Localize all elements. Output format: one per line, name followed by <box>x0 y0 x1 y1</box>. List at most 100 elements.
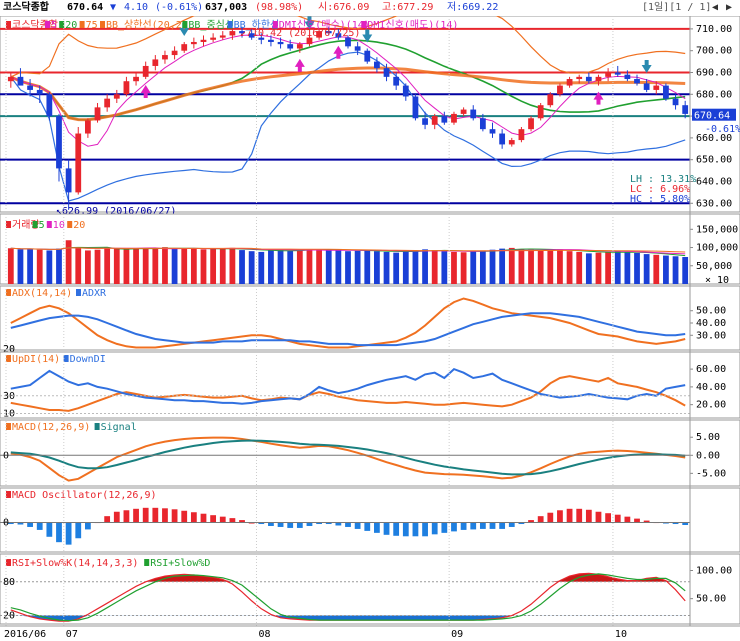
legend-label: RSI+Slow%K(14,14,3,3) <box>12 558 138 569</box>
legend-swatch <box>6 559 11 566</box>
candle-body <box>46 94 53 117</box>
low-annotation: ↖626.99 (2016/06/27) <box>56 206 176 217</box>
candle-body <box>181 44 188 51</box>
volume-bar <box>422 249 428 284</box>
macd-osc-bar <box>364 522 371 531</box>
candle-body <box>325 31 332 34</box>
macd-osc-bar <box>335 522 342 526</box>
macd-osc-bar <box>643 520 650 523</box>
volume-value: 637,003 <box>205 2 248 13</box>
macd-osc-bar <box>566 508 573 523</box>
x-tick-label: 09 <box>451 629 463 640</box>
y-tick-label: 100.00 <box>696 566 732 577</box>
legend-swatch <box>6 21 11 28</box>
sell-signal-icon <box>641 60 652 74</box>
legend-label: 75 <box>86 20 98 31</box>
candle-body <box>248 33 255 38</box>
legend-swatch <box>46 221 52 228</box>
candle-body <box>316 31 322 38</box>
y-tick-label: 40.00 <box>696 318 726 329</box>
candle-body <box>133 76 139 82</box>
candle-body <box>210 37 217 40</box>
candle-body <box>345 37 351 47</box>
volume-bar <box>306 248 313 284</box>
legend-label: 10 <box>53 220 65 231</box>
macd-osc-bar <box>190 512 197 523</box>
volume-bar <box>528 249 534 284</box>
volume-bar <box>364 250 371 284</box>
index-name: 코스닥종합 <box>3 2 49 13</box>
volume-bar <box>113 248 120 284</box>
y-tick-label: 150,000 <box>696 224 738 235</box>
current-price: 670.64 <box>67 2 104 13</box>
legend-label: DMI신호(매도)(14) <box>367 19 458 31</box>
buy-signal-icon <box>333 45 344 59</box>
volume-bar <box>393 252 400 284</box>
legend-swatch <box>67 221 73 228</box>
volume-bar <box>296 250 303 284</box>
candle-body <box>614 72 621 75</box>
candle-body <box>653 85 660 90</box>
volume-bar <box>56 248 62 284</box>
macd-osc-bar <box>345 522 351 527</box>
macd-osc-bar <box>325 522 332 525</box>
y-tick-label: 50.00 <box>696 306 726 317</box>
volume-bar <box>451 251 457 284</box>
candle-body <box>239 31 245 34</box>
macd-osc-bar <box>354 522 361 529</box>
y-tick-label: 660.00 <box>696 133 732 144</box>
volume-bar <box>518 248 525 284</box>
bb-upper-line <box>10 16 686 78</box>
legend-swatch <box>144 559 150 566</box>
buy-signal-icon <box>140 85 151 99</box>
volume-bar <box>557 249 563 284</box>
vol-ma20-line <box>10 247 686 253</box>
candle-body <box>94 107 101 121</box>
macd-osc-bar <box>17 522 24 525</box>
candle-body <box>470 109 477 119</box>
candle-body <box>171 50 178 56</box>
macd-osc-bar <box>537 516 544 523</box>
volume-bar <box>190 248 197 284</box>
volume-bar <box>46 250 53 284</box>
macd-osc-bar <box>585 509 592 523</box>
candle-body <box>277 41 284 45</box>
candle-body <box>537 105 544 119</box>
legend-swatch <box>6 423 11 430</box>
bb-lower-line <box>10 51 686 202</box>
candle-body <box>460 109 467 114</box>
macd-osc-bar <box>402 522 409 537</box>
candle-body <box>412 96 419 119</box>
candle-body <box>682 105 689 114</box>
legend-swatch <box>6 491 11 498</box>
macd-osc-bar <box>393 522 400 536</box>
sell-signal-icon <box>304 16 315 30</box>
volume-bar <box>239 250 245 284</box>
candle-body <box>36 89 43 95</box>
volume-bar <box>614 251 621 284</box>
legend-label: BB_중심선 <box>188 19 234 31</box>
legend-label: BB_하한선 <box>234 18 280 31</box>
candle-body <box>296 44 303 49</box>
sell-signal-icon <box>179 22 190 36</box>
candle-body <box>335 33 342 38</box>
sell-signal-icon <box>362 29 373 43</box>
volume-bar <box>431 250 438 284</box>
x-tick-label: 10 <box>615 629 627 640</box>
volume-bar <box>94 249 101 284</box>
candle-body <box>566 79 573 86</box>
nav-right-icon[interactable]: ▶ <box>726 2 733 13</box>
volume-bar <box>65 240 72 284</box>
macd-osc-bar <box>374 522 380 533</box>
candle-body <box>374 61 380 69</box>
candle-body <box>585 76 592 82</box>
nav-left-icon[interactable]: ◀ <box>712 2 719 13</box>
y-tick-label: 40.00 <box>696 382 726 393</box>
chart-svg: ↙710.42 (2016/07/25) ↖626.99 (2016/06/27)… <box>0 16 740 640</box>
period-selector[interactable]: [1일][1 / 1] <box>642 2 712 13</box>
volume-bar <box>210 248 217 284</box>
y-tick-label: 20.00 <box>696 400 726 411</box>
macd-osc-bar <box>624 516 631 523</box>
y-tick-label: -5.00 <box>696 468 726 479</box>
